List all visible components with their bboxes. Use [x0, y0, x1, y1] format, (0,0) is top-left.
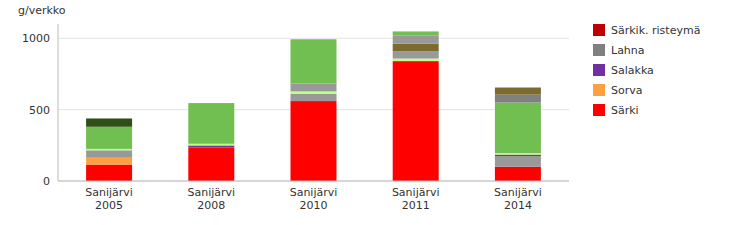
bar-segment	[188, 147, 234, 181]
bar-segment	[86, 118, 132, 126]
bar-segment	[291, 91, 337, 94]
bar-segment	[86, 118, 132, 119]
legend-swatch	[593, 84, 605, 96]
bar-segment	[86, 165, 132, 181]
x-axis-line	[58, 181, 569, 182]
bar-segment	[291, 39, 337, 40]
y-tick-label: 500	[29, 104, 50, 117]
x-tick-label: Sanijärvi2005	[85, 186, 133, 212]
bar-segment	[291, 39, 337, 40]
bar-segment	[393, 51, 439, 58]
bar-segment	[291, 39, 337, 40]
bar-segment	[393, 36, 439, 44]
bar-segment	[188, 103, 234, 144]
bar-segment	[291, 84, 337, 92]
bar-segment	[393, 31, 439, 35]
bar-segment	[188, 103, 234, 104]
x-tick-label: Sanijärvi2008	[187, 186, 235, 212]
bar-segment	[291, 101, 337, 181]
legend-swatch	[593, 64, 605, 76]
bar-segment	[86, 118, 132, 119]
bar-segment	[495, 153, 541, 154]
bar-segment	[86, 149, 132, 150]
bar-segment	[495, 95, 541, 103]
bar-segment	[86, 150, 132, 157]
bar-segment	[495, 87, 541, 88]
legend: Särkik. risteymä Lahna Salakka Sorva Särki	[593, 24, 700, 117]
bar-segment	[291, 39, 337, 40]
bar-segment	[188, 103, 234, 104]
bar-segment	[291, 94, 337, 101]
legend-label: Lahna	[611, 44, 645, 57]
bar-segment	[188, 103, 234, 104]
bar-segment	[188, 145, 234, 147]
chart: 0 500 1000 g/verkko Sanijärvi2005 Sanijärvi20…	[0, 0, 739, 225]
y-tick-label: 0	[43, 175, 50, 188]
bar-segment	[86, 150, 132, 151]
bar-segment	[495, 156, 541, 167]
bar-segment	[495, 87, 541, 88]
legend-label: Salakka	[611, 64, 654, 77]
x-tick-label: Sanijärvi2014	[494, 186, 542, 212]
bar-segment	[291, 39, 337, 83]
bar-segment	[86, 158, 132, 165]
legend-swatch	[593, 104, 605, 116]
bar-segment	[393, 44, 439, 52]
x-tick-label: Sanijärvi2010	[290, 186, 338, 212]
bar-segment	[188, 144, 234, 146]
bar-segment	[495, 155, 541, 156]
bar-segment	[393, 31, 439, 32]
y-axis-label: g/verkko	[18, 4, 66, 17]
y-tick-label: 1000	[22, 32, 50, 45]
bar-segment	[495, 88, 541, 95]
y-axis-line	[58, 24, 59, 181]
bar-segment	[495, 87, 541, 88]
bar-segment	[291, 39, 337, 40]
legend-label: Särkik. risteymä	[611, 24, 700, 37]
bar-segment	[86, 127, 132, 149]
legend-label: Särki	[611, 104, 639, 117]
bar-segment	[495, 103, 541, 154]
legend-label: Sorva	[611, 84, 643, 97]
bar-segment	[188, 103, 234, 104]
chart-container: 0 500 1000 g/verkko Sanijärvi2005 Sanijärvi20…	[0, 0, 739, 225]
bar-segment	[291, 39, 337, 40]
grid	[58, 38, 569, 181]
grid-line	[58, 181, 569, 182]
bar-segment	[86, 118, 132, 119]
bar-segment	[393, 61, 439, 181]
bar-segment	[86, 118, 132, 119]
bar-segment	[188, 103, 234, 104]
x-tick-label: Sanijärvi2011	[392, 186, 440, 212]
bar-segment	[188, 103, 234, 104]
legend-swatch	[593, 44, 605, 56]
bar-segment	[188, 103, 234, 104]
bar-segment	[495, 167, 541, 181]
bar-segment	[393, 59, 439, 62]
bars	[86, 31, 541, 181]
legend-swatch	[593, 24, 605, 36]
bar-segment	[188, 103, 234, 104]
bar-segment	[86, 118, 132, 119]
grid-line	[58, 38, 569, 39]
